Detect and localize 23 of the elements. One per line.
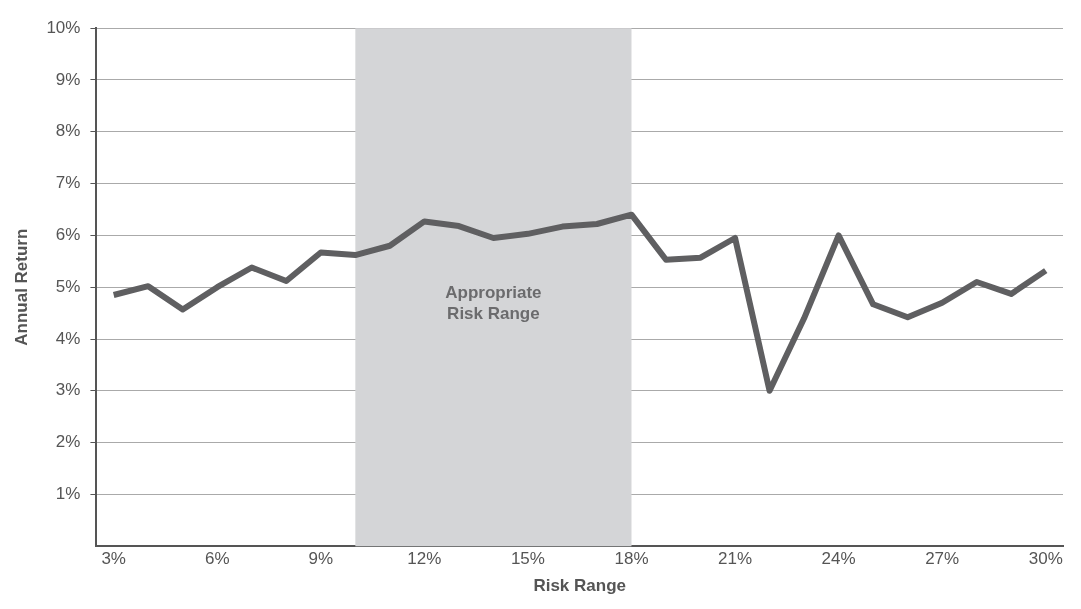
y-tick-label: 2% [55,432,81,452]
y-tick-label: 3% [55,380,81,400]
x-tick-label: 12% [407,549,442,569]
y-tick-label: 7% [55,173,81,193]
y-axis-title: Annual Return [11,228,31,346]
y-tick-label: 9% [55,69,81,89]
y-tick-label: 1% [55,484,81,504]
y-tick-label: 6% [55,225,81,245]
x-tick-label: 18% [614,549,649,569]
y-tick-label: 5% [55,276,81,296]
x-tick-label: 24% [821,549,856,569]
x-tick-label: 27% [925,549,960,569]
y-tick-label: 10% [46,17,81,37]
x-tick-label: 15% [510,549,545,569]
x-tick-label: 21% [718,549,753,569]
y-tick-label: 4% [55,328,81,348]
x-tick-label: 9% [308,549,334,569]
x-tick-label: 6% [204,549,230,569]
x-axis-title: Risk Range [533,576,627,596]
y-tick-label: 8% [55,121,81,141]
x-tick-label: 3% [101,549,126,569]
x-tick-label: 30% [1028,549,1063,569]
band-label: Appropriate Risk Range [445,282,542,323]
